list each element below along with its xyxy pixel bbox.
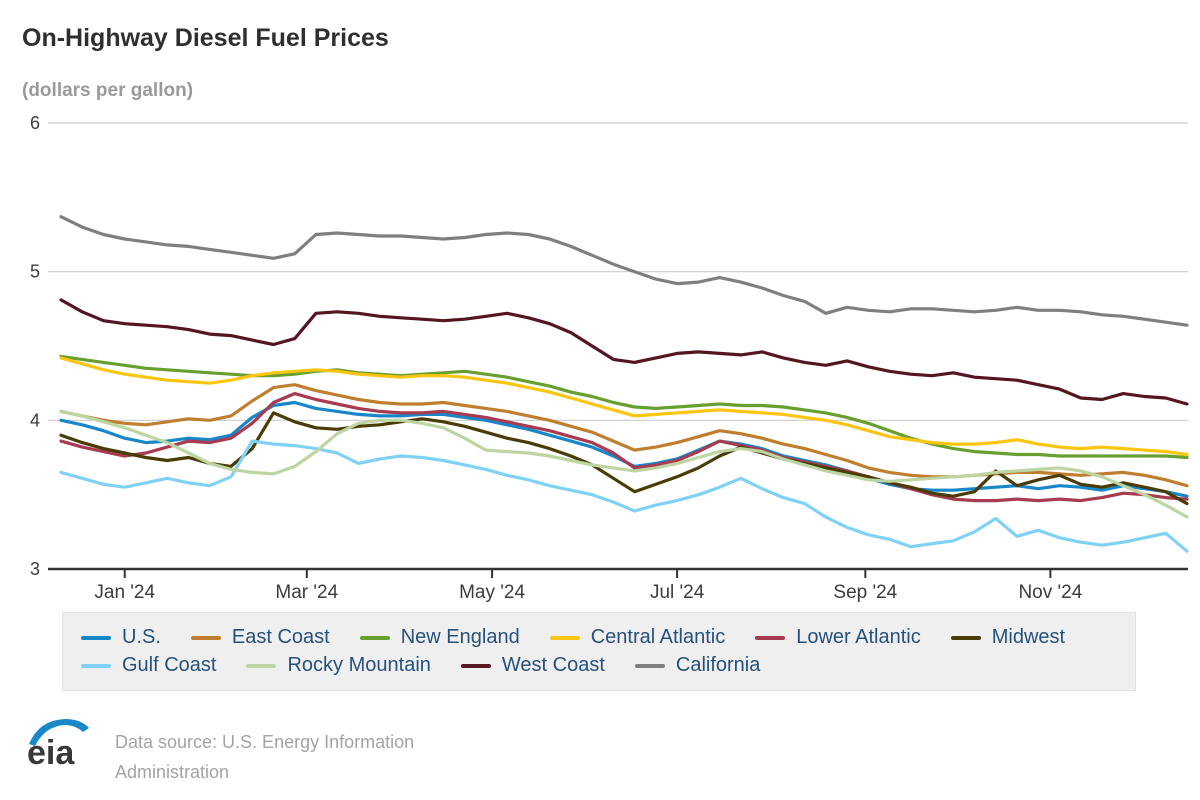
chart-legend: U.S. East Coast New England Central Atlanti…: [62, 612, 1136, 691]
legend-item-gulf-coast[interactable]: Gulf Coast: [81, 654, 216, 677]
price-line-chart[interactable]: 6 5 4 3 Jan '24 Mar '24 May '24 Jul '24 Sep '24 N…: [0, 0, 1200, 610]
legend-label-gulf-coast: Gulf Coast: [122, 654, 217, 676]
legend-swatch-central-atlantic: [549, 635, 580, 640]
series-line-gulf-coast: [59, 439, 1189, 553]
legend-item-lower-atlantic[interactable]: Lower Atlantic: [755, 626, 921, 649]
legend-item-new-england[interactable]: New England: [359, 626, 520, 649]
legend-label-california: California: [675, 654, 761, 676]
series-line-midwest: [59, 411, 1189, 506]
chart-subtitle: (dollars per gallon): [22, 80, 194, 101]
legend-label-east-coast: East Coast: [231, 626, 330, 648]
x-tick-label-nov-24: Nov '24: [1018, 582, 1082, 603]
legend-label-lower-atlantic: Lower Atlantic: [796, 626, 921, 648]
data-source-line1: Data source: U.S. Energy Information: [115, 732, 415, 752]
series-line-rocky-mountain: [59, 409, 1189, 519]
x-tick-label-jan-24: Jan '24: [94, 582, 155, 603]
legend-label-rocky-mountain: Rocky Mountain: [287, 654, 431, 676]
legend-swatch-u-s: [81, 635, 111, 640]
legend-label-u-s: U.S.: [122, 626, 161, 648]
y-tick-label-6: 6: [30, 113, 40, 133]
y-tick-label-5: 5: [30, 262, 40, 282]
legend-label-central-atlantic: Central Atlantic: [590, 626, 726, 648]
legend-label-midwest: Midwest: [991, 626, 1066, 648]
legend-item-east-coast[interactable]: East Coast: [190, 626, 330, 649]
legend-item-california[interactable]: California: [634, 654, 761, 677]
series-line-west-coast: [59, 298, 1189, 406]
chart-title: On-Highway Diesel Fuel Prices: [22, 24, 389, 52]
y-tick-label-3: 3: [30, 559, 40, 579]
legend-swatch-new-england: [359, 635, 390, 640]
eia-logo-text: eia: [27, 734, 75, 772]
legend-item-west-coast[interactable]: West Coast: [460, 654, 605, 677]
series-line-lower-atlantic: [59, 392, 1189, 503]
y-tick-label-4: 4: [30, 410, 40, 430]
legend-swatch-lower-atlantic: [755, 635, 786, 640]
legend-label-west-coast: West Coast: [501, 654, 605, 676]
x-tick-label-may-24: May '24: [459, 582, 525, 603]
legend-swatch-east-coast: [190, 635, 221, 640]
data-source-text: Data source: U.S. Energy Information Adm…: [115, 714, 414, 787]
x-tick-label-jul-24: Jul '24: [650, 582, 705, 603]
eia-logo: eia: [27, 719, 89, 772]
eia-logo-swoosh: [29, 719, 89, 746]
legend-swatch-california: [634, 663, 665, 668]
series-line-california: [59, 215, 1189, 327]
series-line-new-england: [59, 354, 1189, 460]
x-tick-label-sep-24: Sep '24: [833, 582, 897, 603]
legend-swatch-west-coast: [460, 663, 491, 668]
legend-swatch-rocky-mountain: [246, 663, 277, 668]
legend-item-midwest[interactable]: Midwest: [950, 626, 1066, 649]
legend-swatch-midwest: [950, 635, 981, 640]
footer: eia Data source: U.S. Energy Information…: [25, 714, 414, 787]
legend-item-rocky-mountain[interactable]: Rocky Mountain: [246, 654, 431, 677]
legend-label-new-england: New England: [400, 626, 520, 648]
legend-swatch-gulf-coast: [81, 663, 111, 668]
data-source-line2: Administration: [115, 761, 230, 782]
x-tick-label-mar-24: Mar '24: [275, 582, 338, 603]
legend-item-central-atlantic[interactable]: Central Atlantic: [549, 626, 726, 649]
legend-item-u-s[interactable]: U.S.: [81, 626, 161, 649]
series-line-central-atlantic: [59, 356, 1189, 457]
